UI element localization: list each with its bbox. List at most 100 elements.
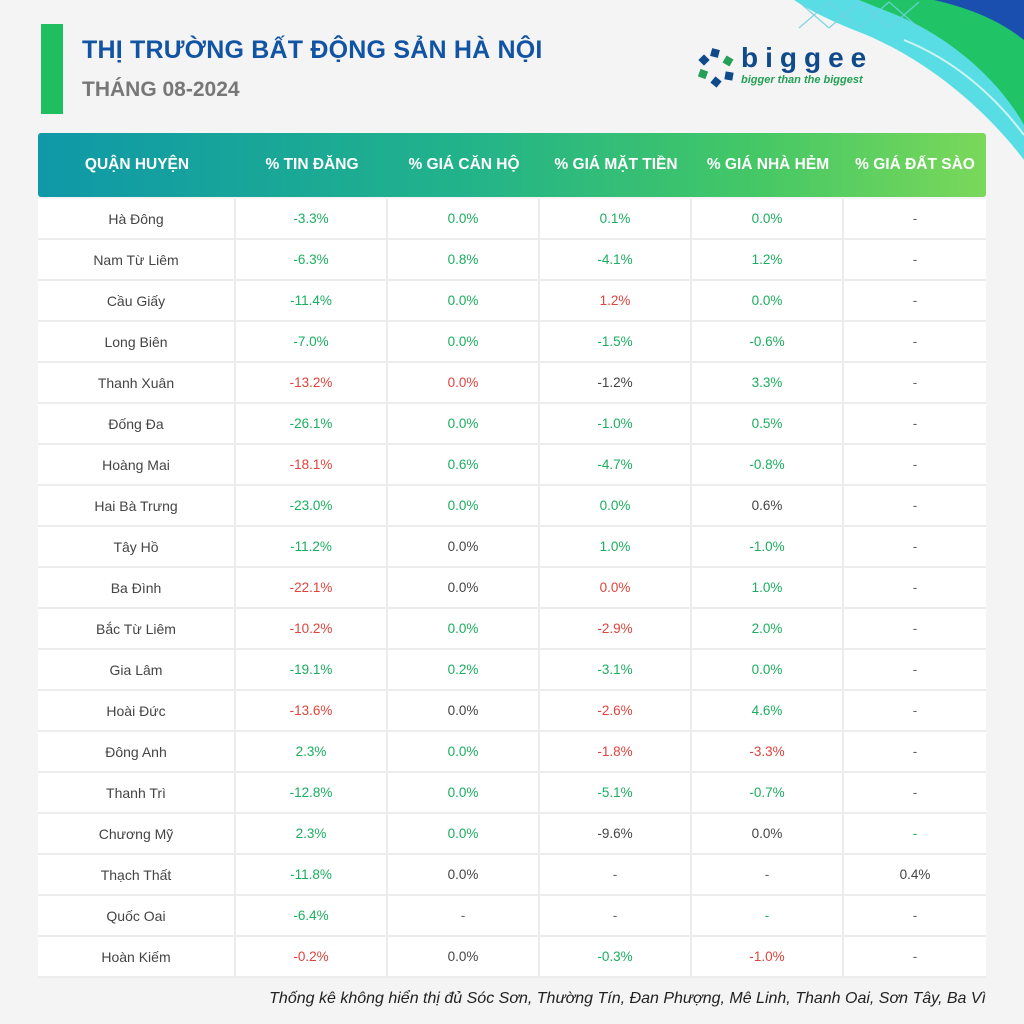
table-row: Hoàng Mai -18.1% 0.6% -4.7% -0.8% -: [38, 445, 986, 486]
table-row: Tây Hồ -11.2% 0.0% 1.0% -1.0% -: [38, 527, 986, 568]
cell-apartment-price: 0.0%: [388, 486, 540, 527]
cell-street-front-price: -3.1%: [540, 650, 692, 691]
cell-street-front-price: -1.5%: [540, 322, 692, 363]
table-row: Gia Lâm -19.1% 0.2% -3.1% 0.0% -: [38, 650, 986, 691]
cell-street-front-price: -2.6%: [540, 691, 692, 732]
table-row: Nam Từ Liêm -6.3% 0.8% -4.1% 1.2% -: [38, 240, 986, 281]
cell-district: Hà Đông: [38, 199, 236, 240]
cell-street-front-price: 0.0%: [540, 568, 692, 609]
cell-district: Thanh Trì: [38, 773, 236, 814]
cell-apartment-price: 0.0%: [388, 732, 540, 773]
cell-sao-land-price: -: [844, 568, 986, 609]
cell-apartment-price: 0.0%: [388, 773, 540, 814]
table-row: Đống Đa -26.1% 0.0% -1.0% 0.5% -: [38, 404, 986, 445]
cell-street-front-price: -: [540, 896, 692, 937]
cell-alley-house-price: 2.0%: [692, 609, 844, 650]
column-header-sao-land-price: % GIÁ ĐẤT SÀO: [855, 156, 975, 173]
cell-listings: -10.2%: [236, 609, 388, 650]
data-table: QUẬN HUYỆN % TIN ĐĂNG % GIÁ CĂN HỘ % GIÁ…: [38, 133, 986, 978]
cell-alley-house-price: 0.0%: [692, 650, 844, 691]
cell-district: Chương Mỹ: [38, 814, 236, 855]
cell-district: Quốc Oai: [38, 896, 236, 937]
cell-street-front-price: -4.1%: [540, 240, 692, 281]
cell-apartment-price: 0.0%: [388, 937, 540, 978]
cell-alley-house-price: -0.6%: [692, 322, 844, 363]
cell-alley-house-price: -0.8%: [692, 445, 844, 486]
cell-street-front-price: -4.7%: [540, 445, 692, 486]
cell-apartment-price: -: [388, 896, 540, 937]
cell-listings: -11.4%: [236, 281, 388, 322]
cell-sao-land-price: -: [844, 814, 986, 855]
cell-alley-house-price: -1.0%: [692, 937, 844, 978]
cell-sao-land-price: -: [844, 240, 986, 281]
table-row: Hai Bà Trưng -23.0% 0.0% 0.0% 0.6% -: [38, 486, 986, 527]
cell-apartment-price: 0.0%: [388, 281, 540, 322]
cell-alley-house-price: -1.0%: [692, 527, 844, 568]
table-row: Hoài Đức -13.6% 0.0% -2.6% 4.6% -: [38, 691, 986, 732]
cell-sao-land-price: -: [844, 691, 986, 732]
cell-apartment-price: 0.0%: [388, 855, 540, 896]
cell-apartment-price: 0.2%: [388, 650, 540, 691]
cell-street-front-price: -: [540, 855, 692, 896]
cell-street-front-price: -1.2%: [540, 363, 692, 404]
cell-district: Bắc Từ Liêm: [38, 609, 236, 650]
table-row: Thanh Xuân -13.2% 0.0% -1.2% 3.3% -: [38, 363, 986, 404]
column-header-listings: % TIN ĐĂNG: [265, 156, 359, 173]
table-row: Ba Đình -22.1% 0.0% 0.0% 1.0% -: [38, 568, 986, 609]
cell-apartment-price: 0.0%: [388, 363, 540, 404]
cell-apartment-price: 0.6%: [388, 445, 540, 486]
cell-apartment-price: 0.0%: [388, 814, 540, 855]
cell-sao-land-price: -: [844, 609, 986, 650]
cell-listings: 2.3%: [236, 814, 388, 855]
table-row: Thạch Thất -11.8% 0.0% - -0.4%: [38, 855, 986, 896]
cell-sao-land-price: -: [844, 937, 986, 978]
table-row: Quốc Oai -6.4% - - - -: [38, 896, 986, 937]
cell-apartment-price: 0.0%: [388, 568, 540, 609]
cell-district: Thanh Xuân: [38, 363, 236, 404]
cell-street-front-price: 1.0%: [540, 527, 692, 568]
cell-district: Tây Hồ: [38, 527, 236, 568]
cell-district: Ba Đình: [38, 568, 236, 609]
table-row: Hoàn Kiếm -0.2% 0.0% -0.3% -1.0% -: [38, 937, 986, 978]
cell-district: Long Biên: [38, 322, 236, 363]
cell-listings: -13.2%: [236, 363, 388, 404]
cell-street-front-price: -5.1%: [540, 773, 692, 814]
cell-listings: -18.1%: [236, 445, 388, 486]
table-row: Chương Mỹ 2.3% 0.0% -9.6% 0.0% -: [38, 814, 986, 855]
footnote: Thống kê không hiển thị đủ Sóc Sơn, Thườ…: [269, 990, 986, 1007]
brand-logo: biggee bigger than the biggest: [697, 42, 907, 94]
cell-sao-land-price: -: [844, 896, 986, 937]
column-header-apartment-price: % GIÁ CĂN HỘ: [408, 156, 520, 173]
page-title: THỊ TRƯỜNG BẤT ĐỘNG SẢN HÀ NỘI: [82, 36, 543, 64]
logo-mark-icon: [697, 48, 734, 88]
cell-sao-land-price: -: [844, 650, 986, 691]
cell-district: Gia Lâm: [38, 650, 236, 691]
cell-street-front-price: -0.3%: [540, 937, 692, 978]
cell-alley-house-price: 0.5%: [692, 404, 844, 445]
cell-sao-land-price: 0.4%: [844, 855, 986, 896]
cell-listings: 2.3%: [236, 732, 388, 773]
cell-sao-land-price: -: [844, 527, 986, 568]
cell-apartment-price: 0.0%: [388, 609, 540, 650]
cell-listings: -13.6%: [236, 691, 388, 732]
cell-alley-house-price: 4.6%: [692, 691, 844, 732]
cell-district: Đông Anh: [38, 732, 236, 773]
cell-listings: -0.2%: [236, 937, 388, 978]
cell-listings: -23.0%: [236, 486, 388, 527]
cell-alley-house-price: 0.0%: [692, 281, 844, 322]
cell-listings: -11.2%: [236, 527, 388, 568]
cell-district: Hai Bà Trưng: [38, 486, 236, 527]
table-body: Hà Đông -3.3% 0.0% 0.1% 0.0% - Nam Từ Liêm -6.3…: [38, 199, 986, 978]
cell-listings: -7.0%: [236, 322, 388, 363]
cell-district: Hoàng Mai: [38, 445, 236, 486]
cell-sao-land-price: -: [844, 773, 986, 814]
cell-sao-land-price: -: [844, 404, 986, 445]
cell-street-front-price: -2.9%: [540, 609, 692, 650]
cell-alley-house-price: 0.6%: [692, 486, 844, 527]
table-row: Hà Đông -3.3% 0.0% 0.1% 0.0% -: [38, 199, 986, 240]
cell-apartment-price: 0.0%: [388, 527, 540, 568]
cell-apartment-price: 0.0%: [388, 199, 540, 240]
table-row: Long Biên -7.0% 0.0% -1.5% -0.6% -: [38, 322, 986, 363]
cell-listings: -11.8%: [236, 855, 388, 896]
column-header-district: QUẬN HUYỆN: [84, 156, 190, 173]
